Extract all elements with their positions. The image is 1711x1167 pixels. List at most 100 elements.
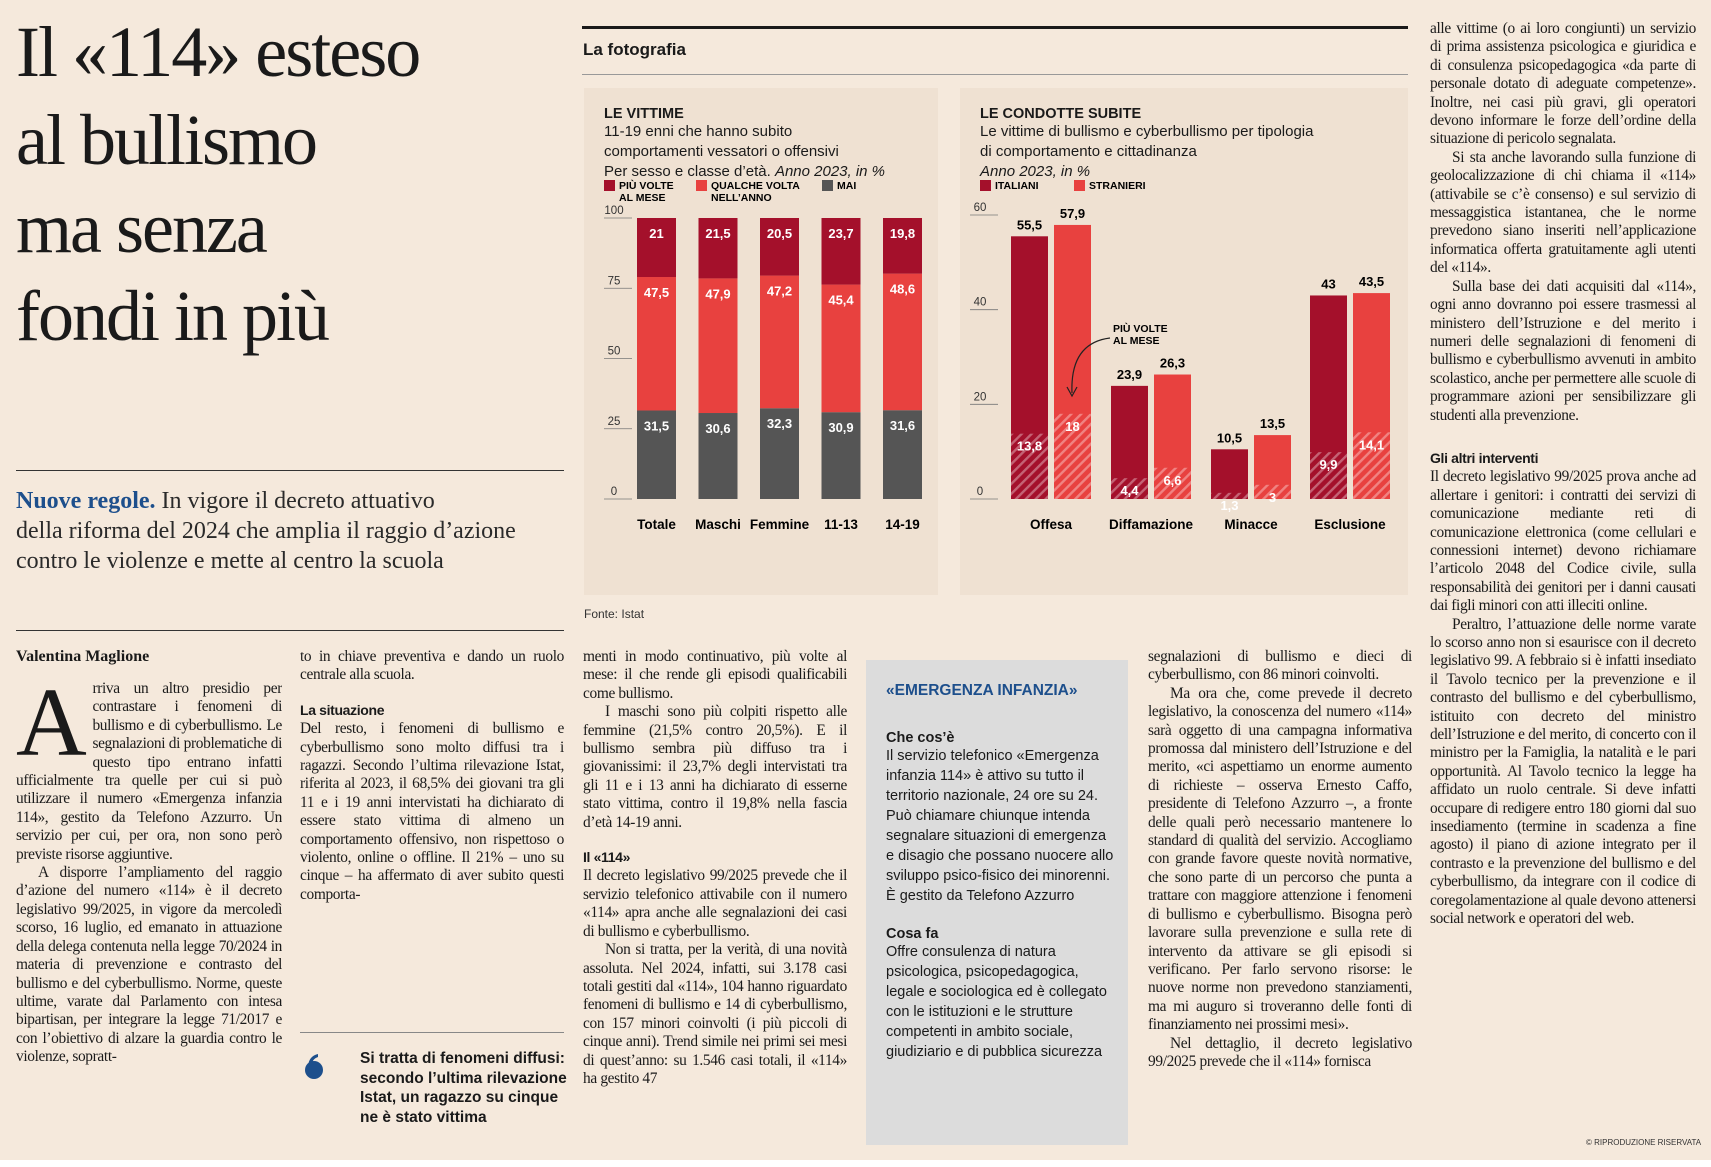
article-column-6: alle vittime (o ai loro congiunti) un se…	[1430, 20, 1696, 1135]
data-label-monthly: 18	[1065, 419, 1079, 434]
bar-monthly	[1353, 432, 1390, 499]
info-box-text: Offre consulenza di natura psicologica, …	[886, 944, 1107, 1060]
bar-segment	[821, 218, 861, 285]
legend-label: AL MESE	[619, 192, 665, 204]
bar-segment	[883, 273, 922, 411]
data-label-monthly: 6,6	[1163, 473, 1181, 488]
bar-segment	[698, 278, 738, 414]
bar-monthly	[1254, 484, 1291, 499]
byline: Valentina Maglione	[16, 648, 150, 665]
data-label: 32,3	[767, 416, 792, 431]
bar-monthly	[1054, 413, 1091, 499]
headline-line: fondi in più	[16, 276, 330, 356]
data-label: 57,9	[1060, 206, 1085, 221]
data-label: 13,5	[1260, 416, 1285, 431]
paragraph: Ma ora che, come prevede il decreto legi…	[1148, 684, 1412, 1034]
data-label: 43	[1321, 276, 1335, 291]
data-label: 20,5	[767, 226, 792, 241]
bar-segment	[637, 277, 676, 411]
chart-subtitle: di comportamento e cittadinanza	[980, 143, 1197, 160]
chart-condotte: ITALIANI STRANIERI 0 20 40 60 55,5 13,8 57,9 18 Of…	[970, 180, 1390, 532]
legend-swatch	[822, 180, 833, 191]
divider	[582, 74, 1408, 75]
standfirst: Nuove regole. In vigore il decreto attua…	[16, 486, 576, 576]
data-label-monthly: 14,1	[1359, 437, 1384, 452]
y-tick-label: 75	[608, 275, 621, 287]
legend-label: NELL’ANNO	[711, 192, 772, 204]
info-box-heading: Che cos’è	[886, 730, 955, 746]
article-column-5: segnalazioni di bullismo e dieci di cybe…	[1148, 648, 1412, 1150]
standfirst-line: contro le violenze e mette al centro la …	[16, 548, 444, 574]
y-tick-label: 50	[608, 346, 621, 358]
info-box: «EMERGENZA INFANZIA» Che cos’è Il serviz…	[866, 660, 1128, 1145]
article-column-3: menti in modo continuativo, più volte al…	[583, 648, 847, 1150]
paragraph: Sulla base dei dati acquisiti dal «114»,…	[1430, 277, 1696, 424]
data-label: 31,5	[644, 418, 669, 433]
x-tick-label: Offesa	[1030, 517, 1073, 532]
data-label: 23,9	[1117, 367, 1142, 382]
data-label: 21	[649, 226, 663, 241]
quote-icon	[302, 1052, 324, 1080]
chart-title: LE VITTIME	[604, 106, 684, 122]
paragraph: Del resto, i fenomeni di bullismo e cybe…	[300, 720, 564, 903]
paragraph: menti in modo continuativo, più volte al…	[583, 648, 847, 702]
y-tick-label: 40	[974, 297, 987, 309]
bar	[1211, 449, 1248, 499]
info-box-title: «EMERGENZA INFANZIA»	[886, 682, 1078, 699]
x-tick-label: Totale	[637, 517, 676, 532]
headline-line: ma senza	[16, 188, 268, 268]
bar-monthly	[1111, 478, 1148, 499]
bar-segment	[760, 218, 799, 276]
dropcap: A	[16, 680, 87, 777]
data-label: 47,9	[705, 286, 730, 301]
copyright: © RIPRODUZIONE RISERVATA	[1586, 1138, 1702, 1147]
chart-subtitle: Le vittime di bullismo e cyberbullismo p…	[980, 123, 1314, 140]
chart-subtitle-italic: Anno 2023, in %	[980, 163, 1091, 180]
chart-subtitle: comportamenti vessatori o offensivi	[604, 143, 839, 160]
chart-panel-vittime: LE VITTIME 11-19 enni che hanno subito c…	[584, 88, 938, 595]
bar-segment	[637, 218, 676, 278]
bar-segment	[760, 275, 799, 409]
annotation-arrowhead	[1066, 386, 1078, 398]
paragraph: A disporre l’ampliamento del raggio d’az…	[16, 864, 282, 1066]
paragraph: Non si tratta, per la verità, di una nov…	[583, 941, 847, 1087]
data-label: 55,5	[1017, 217, 1042, 232]
data-label: 47,2	[767, 284, 792, 299]
y-tick-label: 100	[604, 205, 623, 217]
x-tick-label: Minacce	[1224, 517, 1278, 532]
data-label: 19,8	[890, 226, 915, 241]
divider	[16, 470, 564, 471]
x-tick-label: 14-19	[885, 517, 920, 532]
paragraph: Il decreto legislativo 99/2025 prova anc…	[1430, 468, 1696, 615]
bar-segment	[698, 218, 738, 279]
divider	[16, 630, 564, 631]
bar-monthly	[1154, 467, 1191, 499]
chart-title: LE CONDOTTE SUBITE	[980, 106, 1142, 122]
chart-source: Fonte: Istat	[584, 607, 645, 621]
data-label: 10,5	[1217, 430, 1242, 445]
legend-label: STRANIERI	[1089, 180, 1146, 192]
paragraph: Peraltro, l’attuazione delle norme varat…	[1430, 615, 1696, 928]
chart-panel-condotte: LE CONDOTTE SUBITE Le vittime di bullism…	[960, 88, 1408, 595]
legend-swatch	[980, 180, 991, 191]
bar-segment	[821, 284, 861, 413]
article-column-2: to in chiave preventiva e dando un ruolo…	[300, 648, 564, 938]
legend-swatch	[1074, 180, 1085, 191]
headline-line: Il «114» esteso	[16, 12, 421, 92]
bar-segment	[760, 408, 799, 499]
bar-monthly	[1011, 433, 1048, 499]
data-label: 30,6	[705, 421, 730, 436]
data-label-monthly: 13,8	[1017, 439, 1042, 454]
data-label: 45,4	[828, 293, 854, 308]
paragraph: to in chiave preventiva e dando un ruolo…	[300, 648, 564, 684]
annotation-label: PIÙ VOLTE	[1113, 322, 1168, 335]
info-box-heading: Cosa fa	[886, 926, 939, 942]
paragraph: Si sta anche lavorando sulla funzione di…	[1430, 148, 1696, 277]
bar-segment	[883, 410, 922, 499]
y-tick-label: 0	[611, 486, 617, 498]
bar-segment	[821, 412, 861, 499]
data-label: 30,9	[828, 420, 853, 435]
data-label-monthly: 3	[1269, 490, 1276, 505]
